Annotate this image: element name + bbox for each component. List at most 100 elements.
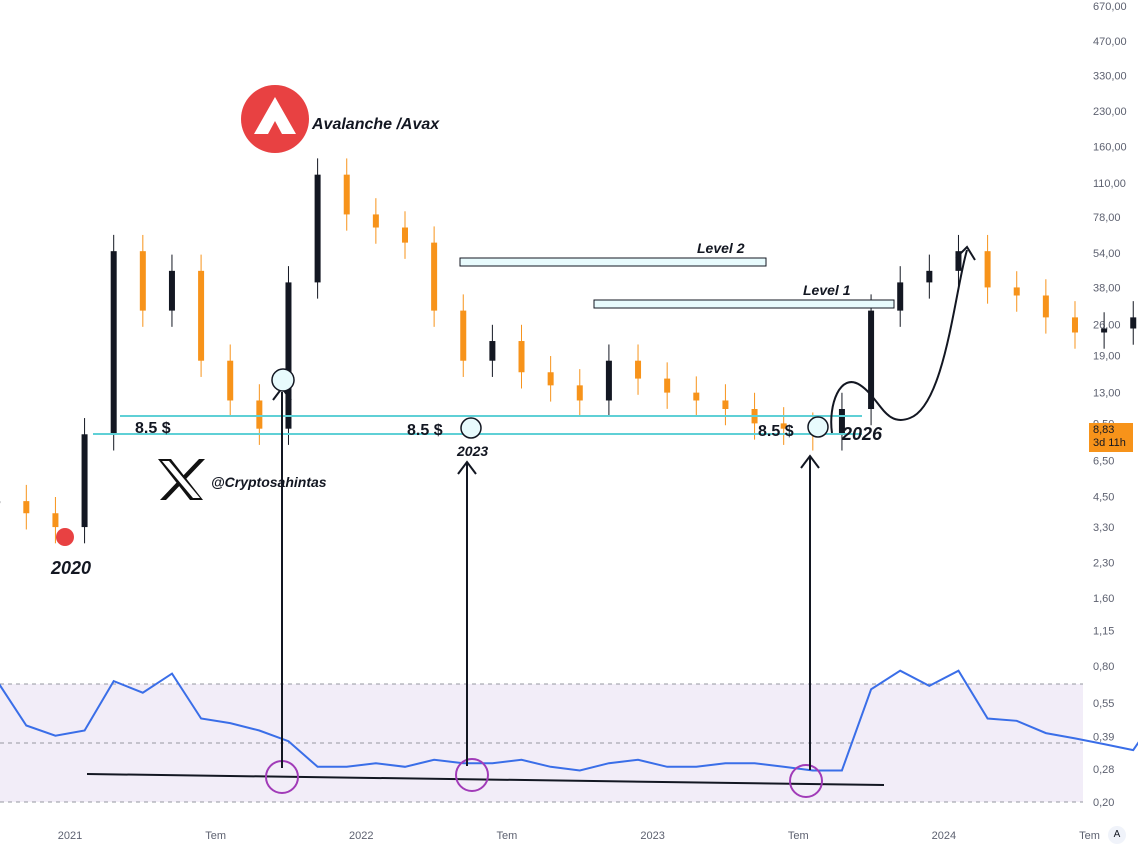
- y-tick-label: 670,00: [1093, 1, 1127, 13]
- candle-body: [984, 251, 991, 288]
- rsi-circle-2026: [789, 764, 823, 798]
- candle-body: [693, 392, 700, 401]
- support-label-2: 8.5 $: [407, 422, 443, 439]
- y-tick-label: 4,50: [1093, 492, 1114, 504]
- support-label-3: 8.5 $: [758, 423, 794, 440]
- x-tick-label: Tem: [1079, 830, 1100, 842]
- candle-series: [0, 158, 1137, 544]
- y-tick-label: 110,00: [1093, 178, 1126, 190]
- candle-body: [926, 270, 933, 283]
- candle-body: [955, 251, 962, 271]
- price-circle-2022: [271, 368, 295, 392]
- time-axis: 2021Tem2022Tem2023Tem2024Tem2025Tem2026T…: [58, 830, 1100, 842]
- arrow-2023: [457, 460, 477, 766]
- y-tick-label: 330,00: [1093, 70, 1127, 82]
- y-tick-label: 2,30: [1093, 557, 1114, 569]
- x-tick-label: 2024: [932, 830, 956, 842]
- last-price-badge: 8,83 3d 11h: [1089, 423, 1133, 452]
- y-tick-label: 0,80: [1093, 661, 1114, 673]
- y-tick-label: 26,00: [1093, 320, 1121, 332]
- candle-body: [489, 341, 496, 361]
- year-2026-label: 2026: [841, 424, 883, 444]
- x-tick-label: Tem: [205, 830, 226, 842]
- candle-body: [1130, 317, 1137, 329]
- candle-body: [605, 360, 612, 401]
- y-tick-label: 230,00: [1093, 106, 1127, 118]
- y-tick-label: 13,00: [1093, 388, 1121, 400]
- year-2023-label: 2023: [456, 443, 488, 459]
- candle-body: [722, 400, 729, 410]
- candle-body: [110, 251, 117, 435]
- x-tick-label: Tem: [497, 830, 518, 842]
- level-1-label: Level 1: [803, 282, 851, 298]
- candle-body: [635, 360, 642, 379]
- candle-body: [460, 310, 467, 361]
- year-2020-label: 2020: [50, 558, 91, 578]
- candle-body: [897, 282, 904, 311]
- price-circle-2026: [807, 416, 829, 438]
- candle-body: [1101, 328, 1108, 333]
- candle-body: [576, 385, 583, 401]
- candle-body: [868, 310, 875, 410]
- candle-body: [780, 423, 787, 429]
- rsi-line: [0, 669, 1138, 772]
- x-logo-icon: [158, 459, 205, 500]
- candle-body: [227, 360, 234, 401]
- candle-body: [52, 513, 59, 528]
- start-marker: [56, 528, 74, 546]
- y-tick-label: 6,50: [1093, 456, 1114, 468]
- last-price-countdown: 3d 11h: [1093, 437, 1126, 449]
- candle-body: [139, 251, 146, 311]
- support-label-1: 8.5 $: [135, 420, 171, 437]
- y-tick-label: 78,00: [1093, 212, 1121, 224]
- candle-body: [23, 501, 30, 514]
- candle-body: [81, 434, 88, 528]
- y-tick-label: 54,00: [1093, 248, 1121, 260]
- y-tick-label: 0,20: [1093, 797, 1114, 809]
- y-tick-label: 0,55: [1093, 698, 1114, 710]
- candle-body: [401, 227, 408, 243]
- rsi-band: [0, 684, 1083, 802]
- chart-title: Avalanche /Avax: [311, 116, 440, 133]
- candle-body: [343, 174, 350, 215]
- projection-curve: [830, 249, 968, 434]
- candle-body: [372, 214, 379, 228]
- level-1-box: [593, 299, 895, 309]
- arrow-2026: [800, 454, 820, 770]
- price-axis: 670,00 470,00 330,00 230,00 160,00 110,00 78,0…: [1093, 1, 1127, 809]
- y-tick-label: 470,00: [1093, 36, 1127, 48]
- y-tick-label: 19,00: [1093, 350, 1121, 362]
- level-2-label: Level 2: [697, 240, 745, 256]
- candle-body: [168, 270, 175, 311]
- price-circle-2023: [460, 417, 482, 439]
- x-tick-label: 2023: [640, 830, 664, 842]
- rsi-trendline: [86, 773, 885, 786]
- candle-body: [198, 270, 205, 361]
- y-tick-label: 0,39: [1093, 732, 1114, 744]
- candle-body: [285, 282, 292, 429]
- candle-body: [431, 242, 438, 311]
- auto-scale-button[interactable]: A: [1108, 826, 1126, 844]
- candle-body: [256, 400, 263, 429]
- x-tick-label: 2021: [58, 830, 82, 842]
- projection-arrowhead: [955, 245, 976, 261]
- avalanche-logo: [241, 85, 309, 153]
- candle-body: [314, 174, 321, 283]
- handle-label: @Cryptosahintas: [211, 474, 327, 490]
- candle-body: [1042, 295, 1049, 318]
- y-tick-label: 1,60: [1093, 593, 1114, 605]
- x-tick-label: Tem: [788, 830, 809, 842]
- y-tick-label: 3,30: [1093, 522, 1114, 534]
- candle-body: [1071, 317, 1078, 333]
- candle-body: [1013, 287, 1020, 296]
- candle-body: [838, 409, 845, 435]
- y-tick-label: 38,00: [1093, 282, 1121, 294]
- level-2-box: [459, 257, 767, 267]
- x-tick-label: 2022: [349, 830, 373, 842]
- rsi-circle-2023: [455, 758, 489, 792]
- candle-body: [518, 341, 525, 373]
- last-price-value: 8,83: [1093, 424, 1115, 436]
- candle-body: [664, 378, 671, 393]
- y-tick-label: 1,15: [1093, 625, 1114, 637]
